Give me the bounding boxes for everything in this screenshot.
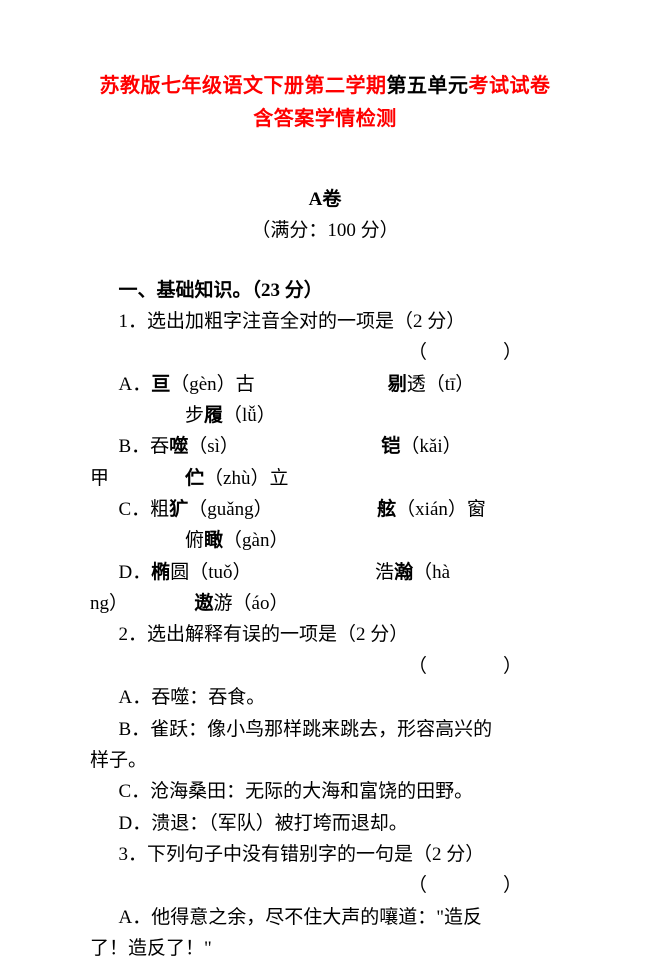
- q2-optD: D．溃退：（军队）被打垮而退却。: [90, 808, 560, 839]
- section-heading: 一、基础知识。（23 分）: [90, 275, 560, 306]
- q1-optA-line2: 步履（lǚ）: [90, 400, 560, 431]
- doc-title-line1: 苏教版七年级语文下册第二学期第五单元考试试卷: [90, 70, 560, 103]
- q2-blank: （ ）: [90, 651, 560, 682]
- doc-title-line2: 含答案学情检测: [90, 103, 560, 136]
- paper-label: A卷: [90, 184, 560, 215]
- q2-optB-2: 样子。: [90, 745, 560, 776]
- q1-optC-line1: C．粗犷（guǎng） 舷（xián）窗: [90, 494, 560, 525]
- q3-optA: A．他得意之余，尽不住大声的嚷道："造反: [90, 902, 560, 933]
- q2-optC: C．沧海桑田：无际的大海和富饶的田野。: [90, 776, 560, 807]
- q3-optA-2: 了！造反了！": [90, 933, 560, 964]
- q1-optC-line2: 俯瞰（gàn）: [90, 525, 560, 556]
- q2-optB: B．雀跃：像小鸟那样跳来跳去，形容高兴的: [90, 714, 560, 745]
- q2-optA: A．吞噬：吞食。: [90, 682, 560, 713]
- q3-stem: 3．下列句子中没有错别字的一句是（2 分）: [90, 839, 560, 870]
- q1-stem: 1．选出加粗字注音全对的一项是（2 分）: [90, 306, 560, 337]
- q1-optB-line2: 甲 伫（zhù）立: [90, 463, 560, 494]
- full-score: （满分：100 分）: [90, 215, 560, 246]
- q1-optA-line1: A．亘（gèn）古 剔透（tī）: [90, 369, 560, 400]
- q3-blank: （ ）: [90, 870, 560, 901]
- q2-stem: 2．选出解释有误的一项是（2 分）: [90, 619, 560, 650]
- q1-optD-line1: D．椭圆（tuǒ） 浩瀚（hà: [90, 557, 560, 588]
- q1-optB-line1: B．吞噬（sì） 铠（kǎi）: [90, 431, 560, 462]
- q1-optD-line2: ng） 遨游（áo）: [90, 588, 560, 619]
- q1-blank: （ ）: [90, 337, 560, 368]
